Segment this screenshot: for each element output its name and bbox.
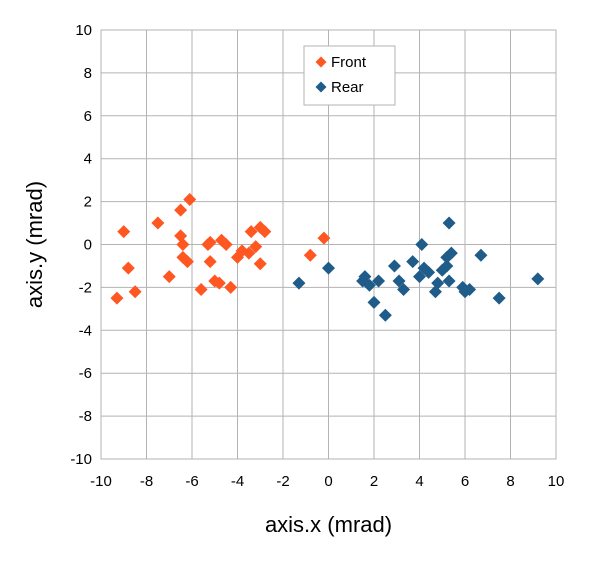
data-point-rear [378, 308, 392, 322]
y-tick-label: 0 [84, 237, 92, 254]
x-tick-label: 2 [370, 473, 378, 490]
y-tick-label: 4 [84, 151, 92, 168]
data-point-front [303, 248, 317, 262]
y-tick-label: 6 [84, 108, 92, 125]
data-point-rear [397, 283, 411, 297]
data-point-front [258, 225, 272, 239]
x-tick-label: 6 [461, 473, 469, 490]
data-point-front [253, 257, 267, 271]
data-point-front [203, 235, 217, 249]
data-point-front [203, 255, 217, 269]
data-point-rear [372, 274, 386, 288]
x-tick-label: 4 [415, 473, 423, 490]
data-point-front [219, 238, 233, 251]
legend: Front Rear [303, 45, 396, 106]
data-point-rear [406, 255, 420, 269]
data-point-front [162, 270, 176, 284]
data-point-rear [387, 259, 401, 273]
data-point-front [174, 203, 188, 217]
data-point-rear [474, 248, 488, 262]
data-point-front [121, 261, 135, 275]
data-point-rear [440, 259, 454, 273]
x-tick-labels: -10 -8 -6 -4 -2 0 2 4 6 8 10 [90, 473, 564, 490]
plot-area-border [100, 29, 557, 460]
x-tick-label: -2 [276, 473, 289, 490]
data-point-front [194, 283, 208, 297]
data-point-rear [292, 276, 306, 290]
data-point-front [110, 291, 124, 305]
data-point-rear [358, 270, 372, 284]
x-tick-label: -8 [140, 473, 153, 490]
y-tick-labels: -10 -8 -6 -4 -2 0 2 4 6 8 10 [70, 22, 92, 468]
x-tick-label: 8 [506, 473, 514, 490]
legend-box [303, 45, 396, 106]
data-point-rear [413, 270, 426, 284]
legend-label-rear: Rear [331, 79, 364, 96]
y-tick-label: 8 [84, 65, 92, 82]
legend-marker-rear [315, 81, 327, 93]
data-point-front [244, 225, 258, 239]
y-tick-label: 10 [75, 22, 92, 39]
data-point-rear [415, 238, 429, 251]
data-point-rear [442, 274, 456, 288]
x-tick-label: -6 [185, 473, 198, 490]
data-point-rear [367, 295, 381, 309]
data-point-front [128, 285, 142, 299]
data-point-rear [444, 246, 458, 260]
x-tick-label: -4 [231, 473, 244, 490]
legend-marker-front [315, 56, 327, 68]
data-point-front [151, 216, 165, 230]
y-tick-label: 2 [84, 194, 92, 211]
data-point-rear [492, 291, 506, 305]
data-point-front [317, 231, 331, 245]
data-point-front [183, 192, 197, 206]
data-point-rear [322, 261, 335, 275]
data-point-front [176, 238, 190, 251]
data-point-front [242, 246, 256, 260]
y-axis-title: axis.y (mrad) [22, 181, 47, 308]
data-point-front [117, 225, 131, 239]
data-point-front [224, 280, 238, 294]
data-point-rear [431, 276, 445, 290]
x-tick-label: 0 [324, 473, 332, 490]
data-point-front [180, 255, 194, 269]
y-tick-label: -10 [70, 451, 92, 468]
data-point-rear [392, 274, 406, 288]
data-point-rear [362, 278, 376, 292]
data-point-front [212, 276, 226, 290]
data-point-rear [463, 283, 477, 297]
x-tick-label: 10 [548, 473, 565, 490]
data-point-rear [422, 265, 436, 279]
data-point-front [249, 240, 263, 254]
y-tick-label: -8 [79, 408, 92, 425]
y-tick-label: -6 [79, 365, 92, 382]
x-tick-label: -10 [90, 473, 112, 490]
y-tick-label: -2 [79, 279, 92, 296]
data-points [110, 192, 545, 322]
x-axis-title: axis.x (mrad) [265, 512, 392, 537]
data-point-rear [531, 272, 545, 286]
data-point-rear [442, 216, 456, 230]
y-tick-label: -4 [79, 322, 92, 339]
legend-label-front: Front [331, 54, 367, 71]
